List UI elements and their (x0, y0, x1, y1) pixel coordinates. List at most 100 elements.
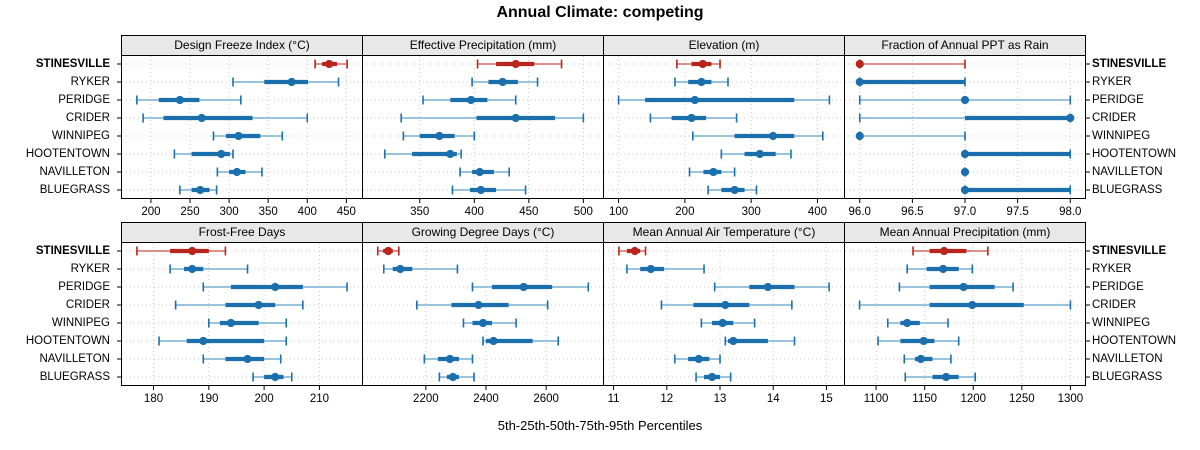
panel-plot: 350 400 450 500 (362, 55, 604, 218)
median-dot (968, 300, 977, 310)
panel-plot: 100 200 300 400 (603, 55, 845, 218)
category-label-peridge: PERIDGE (1092, 94, 1144, 106)
median-dot (474, 300, 483, 310)
category-labels-right-row0: STINESVILLE RYKER PERIDGE CRIDER WINNIPEG HOO… (1088, 55, 1198, 199)
panel-border (844, 242, 1086, 386)
category-label-bluegrass: BLUEGRASS (1092, 184, 1163, 196)
series-ryker (674, 77, 729, 87)
category-labels-left-row1: STINESVILLE RYKER PERIDGE CRIDER WINNIPEG HOO… (0, 242, 116, 386)
series-peridge (471, 282, 590, 292)
panel-design-freeze-index-c: Design Freeze Index (°C) 200 250 300 350 400 4… (117, 35, 363, 221)
category-label-ryker: RYKER (1092, 263, 1132, 275)
x-tick-label: 300 (220, 206, 239, 218)
series-bluegrass (438, 372, 475, 382)
series-hootentown (384, 149, 462, 159)
median-dot (730, 185, 739, 195)
series-peridge (617, 95, 831, 105)
panel-frost-free-days: Frost-Free Days 180 190 200 210 (117, 222, 363, 408)
panel-border (844, 55, 1086, 199)
series-hootentown (173, 149, 234, 159)
series-peridge (898, 282, 1014, 292)
median-dot (435, 131, 444, 141)
series-navilleton (423, 354, 474, 364)
series-winnipeg (462, 318, 517, 328)
panel-mean-annual-precipitation-mm: Mean Annual Precipitation (mm) 1100 1150 12… (844, 222, 1090, 408)
median-dot (697, 77, 706, 87)
series-hootentown (482, 336, 559, 346)
series-crider (416, 300, 549, 310)
series-winnipeg (208, 318, 288, 328)
series-stinesville (136, 246, 227, 256)
median-dot (940, 246, 949, 256)
median-dot (199, 336, 208, 346)
panel-strip-title: Fraction of Annual PPT as Rain (844, 35, 1086, 55)
median-dot (478, 318, 488, 328)
series-crider (142, 113, 309, 123)
median-dot (511, 113, 520, 123)
panel-fraction-of-annual-ppt-as-rain: Fraction of Annual PPT as Rain 96.0 96.5 97… (844, 35, 1090, 221)
x-tick-label: 97.5 (1006, 206, 1028, 218)
median-dot (698, 59, 707, 69)
series-stinesville (618, 246, 647, 256)
median-dot (687, 113, 696, 123)
series-ryker (626, 264, 705, 274)
x-tick-label: 300 (742, 206, 761, 218)
x-tick-label: 96.5 (901, 206, 923, 218)
series-ryker (855, 77, 966, 87)
series-stinesville (476, 59, 563, 69)
median-dot (729, 336, 738, 346)
series-bluegrass (707, 185, 758, 195)
series-winnipeg (855, 131, 966, 141)
x-tick-label: 2200 (413, 393, 439, 405)
median-dot (466, 95, 476, 105)
x-tick-label: 190 (199, 393, 218, 405)
panel-effective-precipitation-mm: Effective Precipitation (mm) 350 400 450 500 (362, 35, 604, 221)
series-bluegrass (695, 372, 732, 382)
median-dot (694, 354, 703, 364)
series-navilleton (688, 167, 736, 177)
median-dot (445, 354, 455, 364)
panel-elevation-m: Elevation (m) 100 200 300 400 (603, 35, 845, 221)
median-dot (916, 354, 925, 364)
median-dot (476, 185, 485, 195)
x-tick-label: 1100 (864, 393, 889, 405)
series-hootentown (720, 149, 792, 159)
panel-strip-title: Effective Precipitation (mm) (362, 35, 604, 55)
category-label-navilleton: NAVILLETON (1092, 166, 1163, 178)
panel-strip-title: Mean Annual Air Temperature (°C) (603, 222, 845, 242)
series-crider (660, 300, 793, 310)
median-dot (448, 372, 458, 382)
median-dot (855, 131, 864, 141)
x-tick-label: 100 (609, 206, 628, 218)
median-dot (446, 149, 455, 159)
panel-strip-title: Mean Annual Precipitation (mm) (844, 222, 1086, 242)
x-axis-label: 5th-25th-50th-75th-95th Percentiles (497, 418, 703, 433)
category-label-navilleton: NAVILLETON (39, 166, 110, 178)
median-dot (919, 336, 928, 346)
category-label-bluegrass: BLUEGRASS (39, 371, 110, 383)
panel-strip-title: Frost-Free Days (121, 222, 363, 242)
series-navilleton (903, 354, 952, 364)
category-label-peridge: PERIDGE (58, 281, 110, 293)
x-tick-label: 11 (608, 393, 620, 405)
median-dot (960, 95, 970, 105)
panel-plot: 200 250 300 350 400 450 (117, 55, 363, 218)
series-bluegrass (252, 372, 293, 382)
series-peridge (713, 282, 830, 292)
category-label-stinesville: STINESVILLE (35, 58, 110, 70)
median-dot (226, 318, 236, 328)
category-labels-right-row1: STINESVILLE RYKER PERIDGE CRIDER WINNIPEG HOO… (1088, 242, 1198, 386)
series-hootentown (877, 336, 960, 346)
x-tick-label: 2600 (533, 393, 559, 405)
series-crider (400, 113, 585, 123)
series-bluegrass (960, 185, 1072, 195)
chart-title: Annual Climate: competing (496, 4, 704, 21)
series-winnipeg (886, 318, 949, 328)
median-dot (855, 59, 864, 69)
x-tick-label: 1200 (960, 393, 986, 405)
series-crider (174, 300, 304, 310)
median-dot (384, 246, 393, 256)
category-label-ryker: RYKER (1092, 76, 1132, 88)
x-tick-label: 180 (144, 393, 163, 405)
series-peridge (136, 95, 242, 105)
